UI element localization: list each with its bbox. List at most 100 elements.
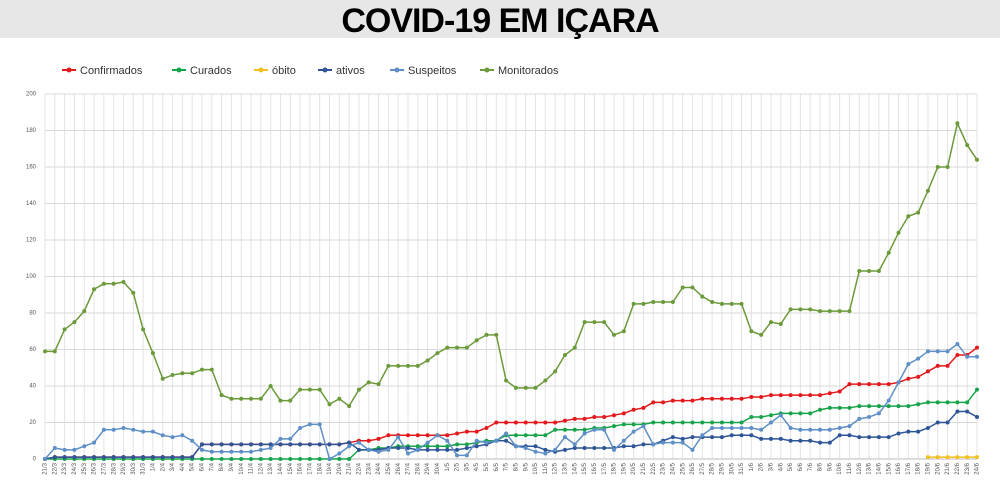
data-point (670, 420, 675, 425)
data-point (92, 455, 97, 460)
data-point (170, 455, 175, 460)
data-point (533, 449, 538, 454)
data-point (209, 457, 214, 461)
data-point (445, 438, 450, 443)
data-point (975, 387, 979, 392)
data-point (504, 420, 509, 425)
data-point (229, 457, 234, 461)
data-point (141, 327, 146, 332)
data-point (847, 405, 852, 410)
data-point (425, 433, 430, 438)
x-tick-label: 5/4 (190, 462, 196, 471)
data-point (219, 457, 224, 461)
data-point (906, 404, 911, 409)
data-point (602, 427, 607, 432)
data-point (808, 393, 813, 398)
x-tick-label: 8/4 (219, 462, 225, 471)
x-tick-label: 9/5 (523, 462, 529, 471)
data-point (945, 455, 950, 460)
data-point (327, 442, 332, 447)
data-point (837, 389, 842, 394)
data-point (602, 415, 607, 420)
x-tick-label: 19/4 (327, 462, 333, 474)
data-point (101, 455, 106, 460)
data-point (307, 422, 312, 427)
data-point (62, 327, 67, 332)
data-point (729, 396, 734, 401)
x-tick-label: 6/6 (798, 462, 804, 471)
data-point (778, 436, 783, 441)
x-tick-label: 24/6 (975, 462, 981, 474)
data-point (818, 440, 823, 445)
data-point (278, 436, 283, 441)
data-point (415, 444, 420, 449)
data-point (513, 444, 518, 449)
data-point (719, 301, 724, 306)
data-point (710, 435, 715, 440)
data-point (62, 447, 67, 452)
data-point (631, 444, 636, 449)
data-point (602, 446, 607, 451)
data-point (239, 457, 244, 461)
data-point (52, 455, 57, 460)
data-point (543, 433, 548, 438)
data-point (376, 436, 381, 441)
data-point (337, 457, 342, 461)
x-tick-label: 26/5 (690, 462, 696, 474)
data-point (445, 345, 450, 350)
data-point (621, 444, 626, 449)
x-tick-label: 19/5 (621, 462, 627, 474)
data-point (543, 451, 548, 456)
data-point (229, 449, 234, 454)
data-point (562, 435, 567, 440)
data-point (494, 420, 499, 425)
data-point (965, 143, 970, 148)
chart: 0 20 40 60 80 100 120 140 160 180 200 21/3 22/3 23/3 2… (26, 65, 981, 475)
data-point (337, 442, 342, 447)
legend-marker (484, 67, 490, 73)
data-point (827, 309, 832, 314)
y-tick-label: 60 (29, 347, 36, 353)
data-point (317, 442, 322, 447)
data-point (396, 435, 401, 440)
data-point (916, 374, 921, 379)
data-point (788, 307, 793, 312)
data-point (396, 446, 401, 451)
data-point (670, 398, 675, 403)
legend-label: Curados (190, 65, 232, 77)
data-point (876, 382, 881, 387)
x-tick-label: 27/3 (101, 462, 107, 474)
data-point (827, 440, 832, 445)
data-point (827, 391, 832, 396)
data-point (906, 214, 911, 219)
data-point (680, 436, 685, 441)
data-point (455, 442, 460, 447)
x-tick-label: 27/5 (700, 462, 706, 474)
data-point (965, 400, 970, 405)
data-point (219, 393, 224, 398)
data-point (690, 447, 695, 452)
y-tick-label: 160 (26, 165, 37, 171)
data-point (955, 400, 960, 405)
data-point (651, 420, 656, 425)
data-point (670, 435, 675, 440)
data-point (494, 438, 499, 443)
data-point (533, 444, 538, 449)
data-point (945, 165, 950, 169)
data-point (612, 332, 617, 337)
data-point (92, 440, 97, 445)
data-point (798, 307, 803, 312)
data-point (160, 455, 165, 460)
data-point (258, 447, 263, 452)
x-tick-label: 20/4 (337, 462, 343, 474)
data-point (455, 453, 460, 458)
data-point (239, 442, 244, 447)
series-line (45, 120, 978, 408)
data-point (857, 404, 862, 409)
data-point (719, 425, 724, 430)
data-point (808, 307, 813, 312)
data-point (415, 433, 420, 438)
data-point (170, 373, 175, 378)
data-point (749, 394, 754, 399)
